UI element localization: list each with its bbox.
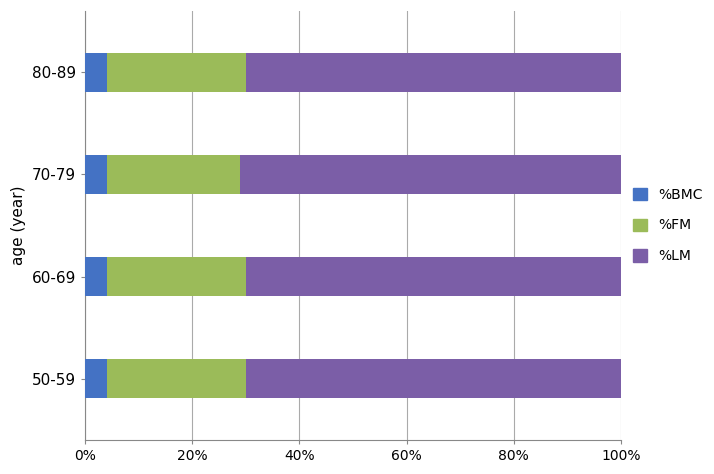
Bar bbox=[241, 155, 621, 194]
Bar bbox=[246, 359, 621, 398]
Bar bbox=[85, 155, 106, 194]
Bar bbox=[85, 257, 106, 296]
Bar bbox=[106, 359, 246, 398]
Bar bbox=[106, 257, 246, 296]
Bar bbox=[246, 53, 621, 92]
Bar bbox=[106, 155, 241, 194]
Legend: %BMC, %FM, %LM: %BMC, %FM, %LM bbox=[633, 188, 703, 263]
Bar bbox=[246, 257, 621, 296]
Y-axis label: age (year): age (year) bbox=[11, 186, 26, 265]
Bar bbox=[106, 53, 246, 92]
Bar bbox=[85, 359, 106, 398]
Bar bbox=[85, 53, 106, 92]
